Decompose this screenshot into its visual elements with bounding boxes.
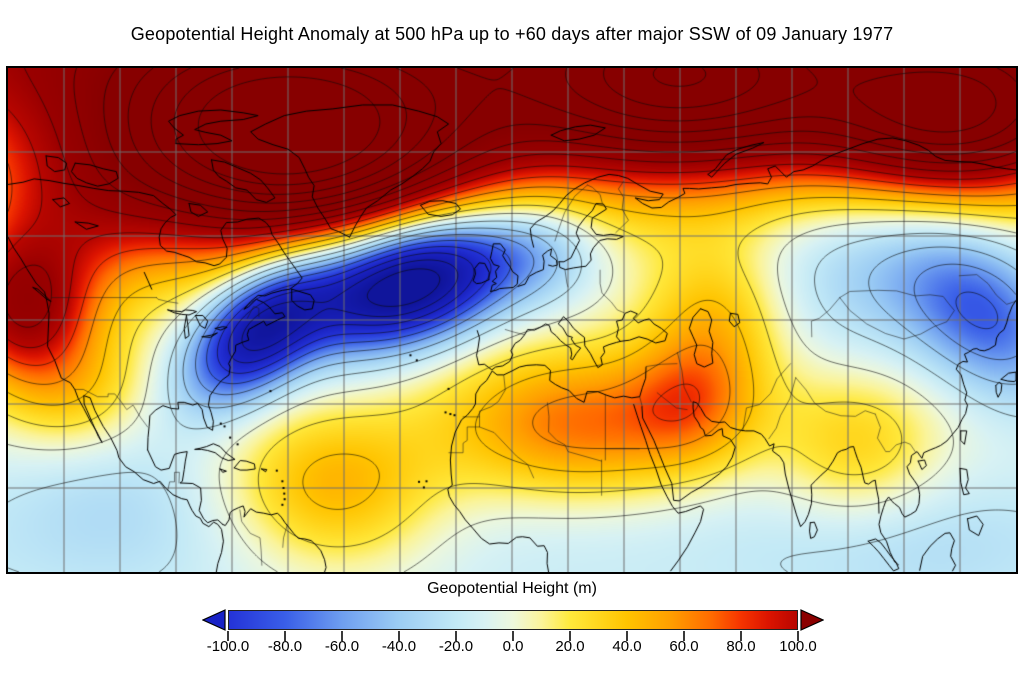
colorbar-tick — [455, 631, 457, 641]
colorbar-tick-label: -20.0 — [438, 638, 474, 655]
colorbar-tick-label: -80.0 — [267, 638, 303, 655]
colorbar-tick-label: -60.0 — [324, 638, 360, 655]
colorbar-tick-label: -40.0 — [381, 638, 417, 655]
colorbar-tick-label: 20.0 — [555, 638, 585, 655]
colorbar-tick — [683, 631, 685, 641]
colorbar-tick — [284, 631, 286, 641]
colorbar-tick — [626, 631, 628, 641]
colorbar-tick-label: 100.0 — [779, 638, 817, 655]
colorbar-tick — [569, 631, 571, 641]
figure-title: Geopotential Height Anomaly at 500 hPa u… — [130, 24, 894, 44]
colorbar-underflow-arrow-icon — [202, 609, 226, 631]
colorbar-tick — [341, 631, 343, 641]
map-panel — [6, 66, 1018, 574]
colorbar-tick-label: -100.0 — [206, 638, 250, 655]
colorbar-title: Geopotential Height (m) — [427, 580, 597, 597]
colorbar-overflow-arrow-icon — [800, 609, 824, 631]
colorbar-tick — [740, 631, 742, 641]
colorbar-tick-label: 0.0 — [502, 638, 524, 655]
colorbar-tick-label: 80.0 — [726, 638, 756, 655]
colorbar-tick — [398, 631, 400, 641]
colorbar-tick — [797, 631, 799, 641]
anomaly-map-canvas — [8, 68, 1016, 572]
colorbar-gradient — [228, 610, 798, 630]
colorbar-tick — [512, 631, 514, 641]
colorbar-tick — [227, 631, 229, 641]
colorbar-tick-label: 60.0 — [669, 638, 699, 655]
colorbar-tick-label: 40.0 — [612, 638, 642, 655]
